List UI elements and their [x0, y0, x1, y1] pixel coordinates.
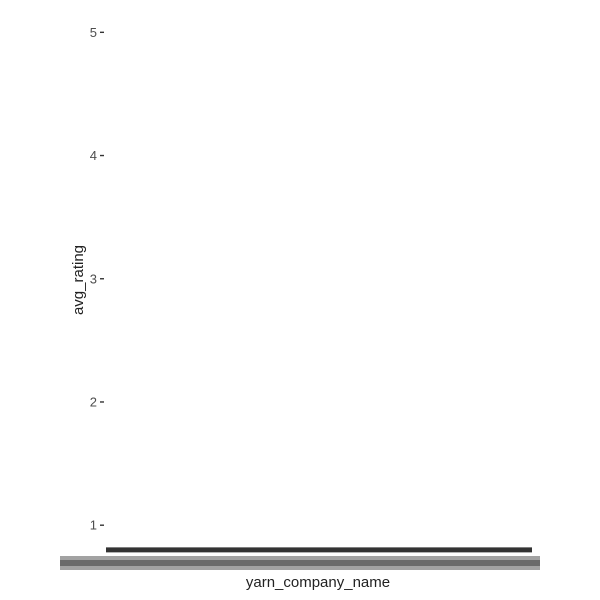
y-axis: 1 2 3 4 5	[90, 25, 104, 533]
y-tick-label: 3	[90, 271, 97, 286]
y-tick-label: 2	[90, 394, 97, 409]
y-tick-label: 5	[90, 25, 97, 40]
x-axis-title: yarn_company_name	[246, 574, 390, 591]
y-tick-label: 4	[90, 148, 97, 163]
y-tick-label: 1	[90, 518, 97, 533]
y-axis-title: avg_rating	[70, 245, 87, 315]
x-axis	[60, 556, 540, 570]
x-tick-labels-overprinted-dark	[60, 560, 540, 566]
